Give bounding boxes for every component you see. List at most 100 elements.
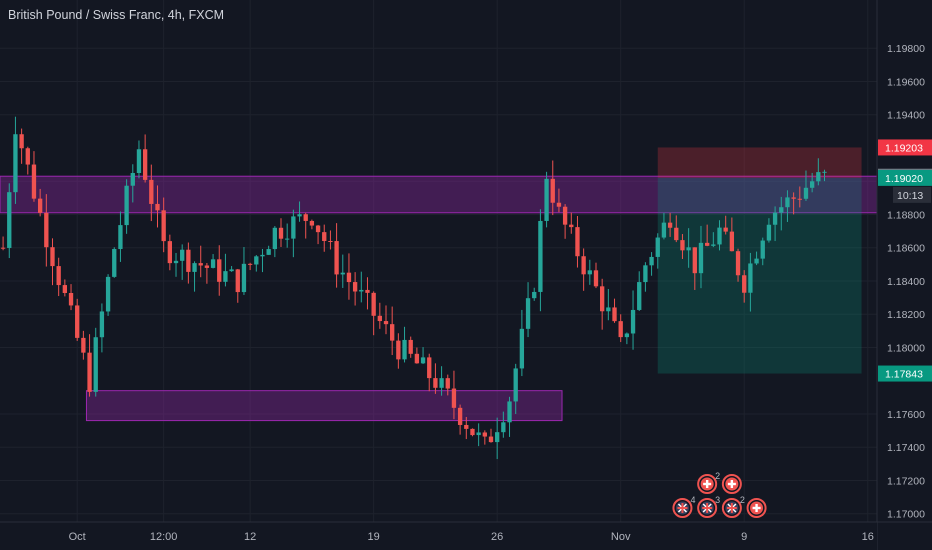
uk-flag-icon: 3: [697, 495, 720, 518]
candle-body: [495, 432, 500, 443]
candle-body: [81, 337, 86, 353]
stop-price-tag-text: 1.19203: [885, 142, 923, 154]
candle-body: [124, 185, 129, 226]
candle-body: [87, 352, 92, 392]
candle-body: [68, 293, 74, 306]
time-tick-label: 19: [368, 531, 380, 543]
countdown-text: 10:13: [897, 190, 923, 202]
candle-body: [624, 333, 630, 338]
candle-body: [198, 263, 203, 266]
chart-title: British Pound / Swiss Franc, 4h, FXCM: [8, 8, 225, 22]
time-tick-label: Nov: [611, 531, 631, 543]
candle-body: [538, 220, 543, 292]
candle-body: [19, 134, 24, 149]
candle-body: [371, 292, 376, 316]
candle-body: [532, 291, 537, 299]
uk-flag-icon: 2: [721, 495, 745, 518]
candle-body: [130, 173, 135, 186]
candle-body: [315, 225, 321, 233]
stop-price-tag: 1.19203: [878, 139, 932, 156]
candle-body: [186, 249, 191, 272]
candle-body: [550, 178, 555, 203]
candle-body: [809, 181, 815, 188]
candle-body: [581, 256, 586, 275]
candle-body: [618, 321, 623, 338]
candle-body: [754, 258, 759, 264]
candle-body: [136, 149, 142, 174]
price-tick-label: 1.18000: [887, 342, 925, 354]
price-tick-label: 1.17600: [887, 409, 925, 421]
target-price-tag: 1.17843: [878, 365, 932, 382]
candle-body: [643, 265, 648, 283]
price-tick-label: 1.19400: [887, 110, 925, 122]
candle-body: [501, 422, 506, 433]
candle-body: [303, 214, 308, 221]
stop-price-tag-bg: [878, 139, 932, 156]
candle-body: [149, 179, 154, 204]
price-tick-label: 1.19800: [887, 43, 925, 55]
candle-body: [93, 337, 98, 392]
cross-h: [727, 482, 736, 486]
uk-h: [726, 507, 737, 509]
candle-body: [210, 259, 216, 268]
candle-body: [711, 244, 716, 246]
candle-body: [352, 282, 358, 292]
candle-body: [729, 231, 735, 252]
candle-body: [575, 227, 580, 257]
candle-body: [254, 256, 259, 265]
time-tick-label: 26: [491, 531, 503, 543]
candle-body: [600, 286, 605, 312]
candle-body: [37, 198, 43, 213]
candle-body: [105, 276, 111, 312]
candle-body: [692, 247, 697, 274]
entry-price-tag-text: 1.19020: [885, 173, 923, 185]
candle-body: [803, 187, 809, 199]
candle-body: [445, 378, 450, 389]
candle-body: [556, 202, 562, 207]
candle-body: [544, 178, 549, 221]
candle-body: [655, 237, 660, 257]
candle-body: [637, 282, 642, 310]
candle-body: [748, 263, 753, 293]
candle-body: [723, 227, 728, 232]
candle-body: [674, 227, 679, 241]
candle-body: [525, 298, 531, 329]
candle-body: [247, 263, 253, 265]
price-tick-label: 1.18400: [887, 276, 925, 288]
target-price-tag-text: 1.17843: [885, 369, 923, 381]
candle-body: [340, 272, 345, 275]
price-tick-label: 1.18200: [887, 309, 925, 321]
uk-h: [677, 507, 688, 509]
candle-body: [717, 227, 722, 245]
resistance-zone: [0, 175, 878, 214]
candle-body: [62, 285, 68, 294]
cross-h: [703, 482, 712, 486]
candle-body: [229, 269, 234, 272]
candle-body: [464, 424, 469, 429]
uk-flag-icon: 4: [672, 495, 695, 518]
candle-body: [180, 249, 185, 261]
candle-body: [408, 339, 413, 354]
candle-body: [25, 148, 30, 165]
countdown-bg: [893, 186, 931, 203]
candle-body: [402, 339, 407, 360]
candle-body: [797, 198, 802, 200]
candle-body: [13, 134, 18, 193]
candle-body: [816, 172, 821, 182]
candle-body: [204, 265, 210, 268]
candle-body: [507, 401, 512, 423]
candle-body: [118, 225, 123, 250]
candle-body: [760, 240, 765, 259]
candle-body: [766, 224, 772, 241]
candle-body: [346, 272, 352, 283]
candle-body: [822, 171, 827, 173]
candle-body: [235, 269, 240, 293]
candle-body: [365, 289, 370, 293]
candle-body: [457, 407, 463, 425]
price-tick-label: 1.17200: [887, 475, 925, 487]
candle-body: [779, 207, 784, 213]
candle-body: [359, 289, 364, 292]
candle-body: [161, 210, 166, 242]
